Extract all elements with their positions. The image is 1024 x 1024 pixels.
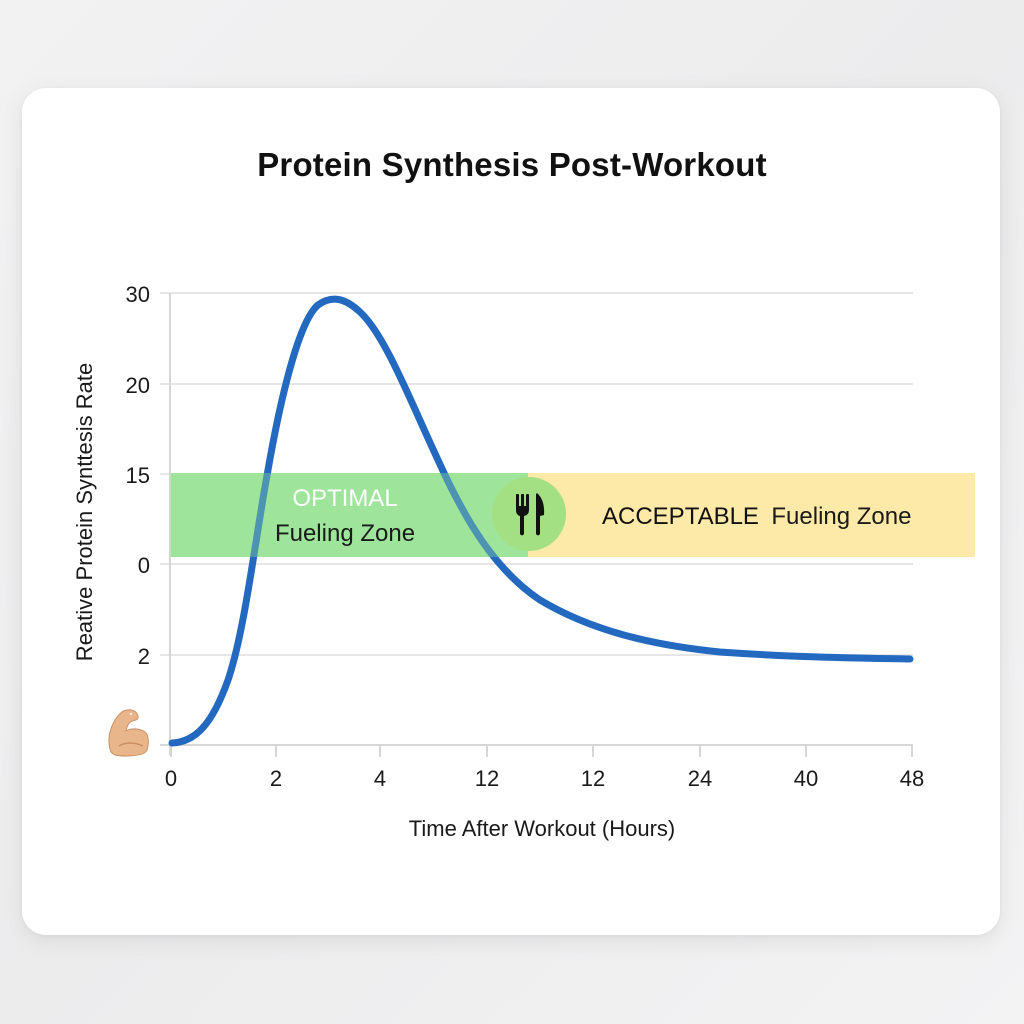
x-tick: 0 (165, 766, 177, 791)
y-tick: 15 (126, 463, 150, 488)
y-tick: 20 (126, 373, 150, 398)
optimal-zone-sublabel: Fueling Zone (275, 520, 415, 547)
y-tick: 0 (138, 553, 150, 578)
optimal-zone-overlay (170, 473, 528, 557)
flexed-biceps-icon (108, 709, 149, 757)
y-tick: 2 (138, 644, 150, 669)
chart-title: Protein Synthesis Post-Workout (257, 146, 767, 183)
x-tick: 12 (581, 766, 605, 791)
y-tick: 30 (126, 282, 150, 307)
x-axis-label: Time After Workout (Hours) (409, 816, 676, 841)
x-axis-ticks: 0 2 4 12 12 24 40 48 (165, 766, 924, 791)
optimal-zone-label: OPTIMAL (292, 485, 397, 512)
synthesis-curve (168, 295, 914, 747)
acceptable-zone-label: ACCEPTABLE Fueling Zone (602, 503, 911, 530)
x-tick: 4 (374, 766, 386, 791)
x-tick: 48 (900, 766, 924, 791)
y-axis-ticks: 30 20 15 0 2 (126, 282, 150, 669)
fork-knife-icon (492, 477, 566, 551)
x-tick: 24 (688, 766, 712, 791)
acceptable-zone-sublabel: Fueling Zone (771, 503, 911, 530)
x-tick: 40 (794, 766, 818, 791)
acceptable-zone (528, 473, 975, 557)
x-tick: 2 (270, 766, 282, 791)
acceptable-zone-strong: ACCEPTABLE (602, 503, 759, 530)
axes (160, 293, 913, 757)
y-axis-label: Reative Protein Synttesis Rate (72, 363, 97, 661)
x-tick: 12 (475, 766, 499, 791)
